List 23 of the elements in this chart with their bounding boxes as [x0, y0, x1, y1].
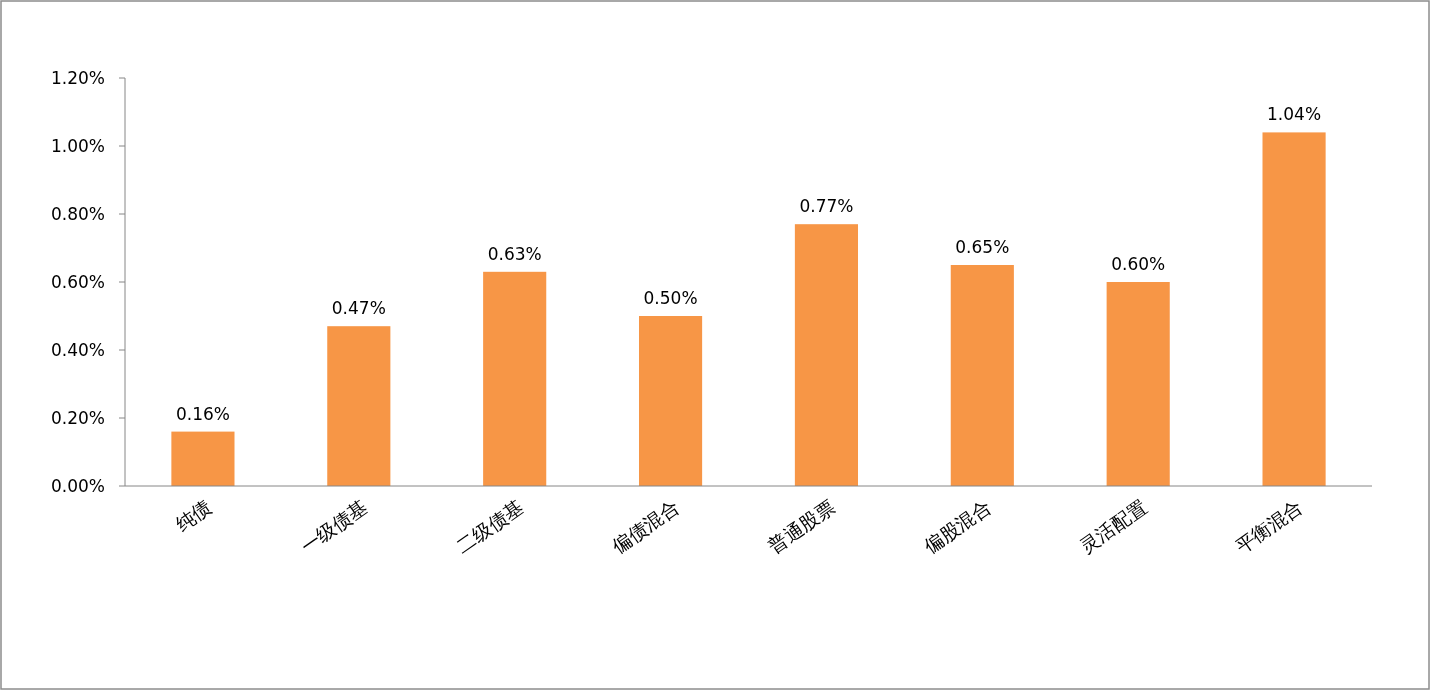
data-label: 0.60% — [1111, 254, 1166, 274]
data-label: 0.63% — [487, 243, 542, 264]
x-tick-label: 纯债 — [171, 495, 216, 536]
x-tick-label: 平衡混合 — [1231, 495, 1307, 557]
y-tick-label: 0.40% — [50, 340, 105, 360]
x-tick-label: 二级债基 — [452, 495, 527, 557]
x-tick-label: 偏股混合 — [919, 495, 995, 557]
x-tick-label: 灵活配置 — [1075, 495, 1151, 557]
data-label: 0.16% — [175, 403, 230, 424]
y-tick-label: 1.00% — [50, 136, 105, 156]
x-tick-label: 一级债基 — [296, 495, 372, 557]
x-tick-label: 普通股票 — [763, 495, 839, 557]
y-tick-label: 1.20% — [50, 68, 105, 88]
y-tick-label: 0.60% — [50, 272, 105, 292]
data-label: 0.65% — [955, 237, 1010, 257]
x-tick-label: 偏债混合 — [607, 495, 683, 557]
y-tick-label: 0.00% — [50, 476, 105, 496]
data-label: 0.77% — [799, 196, 854, 217]
data-label: 0.50% — [643, 288, 698, 308]
data-label: 1.04% — [1267, 104, 1322, 125]
y-tick-label: 0.20% — [50, 408, 105, 428]
y-tick-label: 0.80% — [50, 204, 105, 224]
data-label: 0.47% — [331, 298, 386, 319]
